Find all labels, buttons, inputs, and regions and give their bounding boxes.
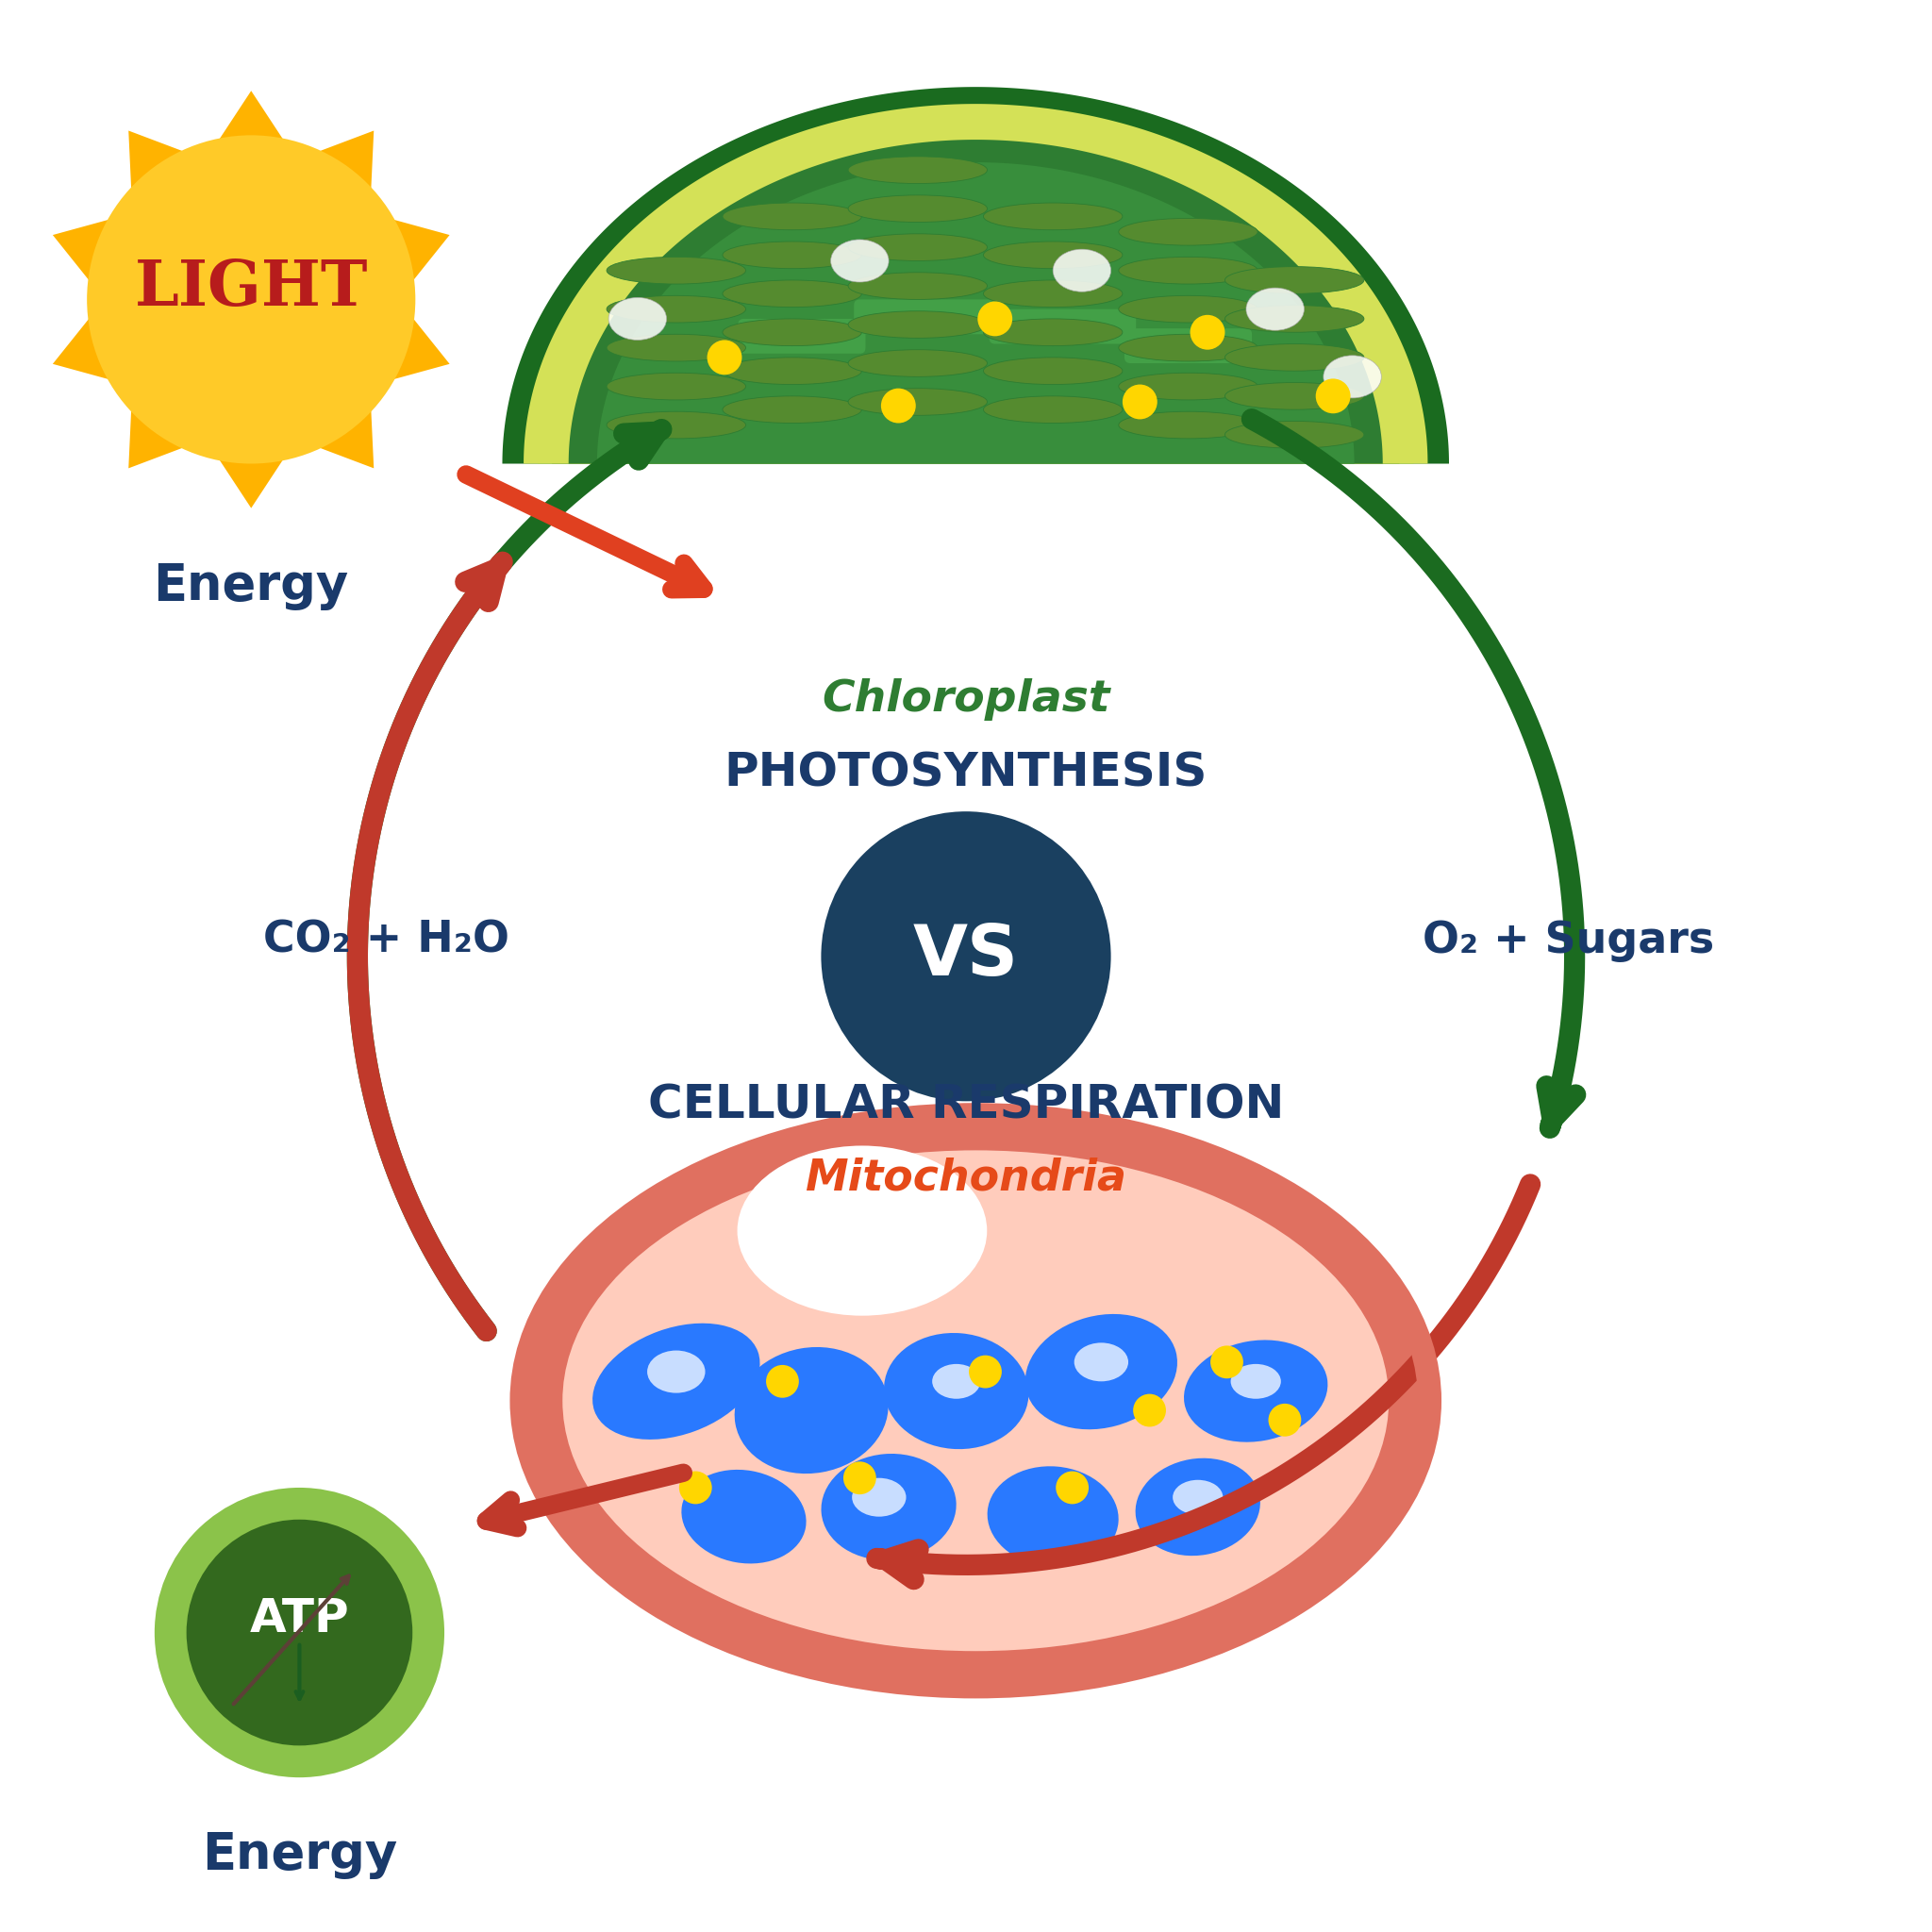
- Circle shape: [821, 811, 1111, 1101]
- Circle shape: [842, 1461, 877, 1495]
- Ellipse shape: [723, 319, 862, 346]
- Polygon shape: [524, 104, 1428, 464]
- Ellipse shape: [723, 242, 862, 269]
- Ellipse shape: [609, 298, 667, 340]
- Polygon shape: [537, 116, 1414, 464]
- Ellipse shape: [1225, 383, 1364, 410]
- Text: VS: VS: [914, 922, 1018, 991]
- Ellipse shape: [1231, 1364, 1281, 1399]
- Ellipse shape: [1119, 373, 1258, 400]
- Text: PHOTOSYNTHESIS: PHOTOSYNTHESIS: [724, 750, 1208, 796]
- Ellipse shape: [1225, 267, 1364, 294]
- Ellipse shape: [1119, 296, 1258, 323]
- Ellipse shape: [738, 1146, 987, 1316]
- Circle shape: [185, 1519, 413, 1747]
- Ellipse shape: [1074, 1343, 1128, 1381]
- Ellipse shape: [848, 156, 987, 184]
- Text: Mitochondria: Mitochondria: [806, 1157, 1126, 1200]
- Ellipse shape: [1225, 305, 1364, 332]
- Text: Chloroplast: Chloroplast: [821, 678, 1111, 721]
- Ellipse shape: [593, 1323, 759, 1439]
- Ellipse shape: [723, 357, 862, 384]
- Circle shape: [680, 1472, 711, 1503]
- Polygon shape: [597, 162, 1354, 464]
- Ellipse shape: [1026, 1314, 1177, 1430]
- Ellipse shape: [1184, 1341, 1327, 1441]
- Text: LIGHT: LIGHT: [135, 257, 367, 319]
- Ellipse shape: [1136, 1459, 1260, 1555]
- Ellipse shape: [848, 272, 987, 299]
- Polygon shape: [502, 87, 1449, 464]
- Ellipse shape: [821, 1453, 956, 1561]
- Circle shape: [87, 135, 415, 464]
- Circle shape: [1132, 1395, 1165, 1426]
- Text: Energy: Energy: [201, 1830, 398, 1880]
- Ellipse shape: [1119, 257, 1258, 284]
- Ellipse shape: [848, 388, 987, 415]
- Circle shape: [1190, 315, 1225, 350]
- Ellipse shape: [647, 1350, 705, 1393]
- Ellipse shape: [848, 234, 987, 261]
- Ellipse shape: [607, 334, 746, 361]
- Ellipse shape: [1225, 421, 1364, 448]
- Ellipse shape: [734, 1347, 889, 1474]
- FancyBboxPatch shape: [989, 309, 1136, 344]
- Ellipse shape: [1225, 344, 1364, 371]
- Ellipse shape: [723, 280, 862, 307]
- Circle shape: [978, 301, 1012, 336]
- Text: O₂ + Sugars: O₂ + Sugars: [1424, 920, 1714, 962]
- Ellipse shape: [848, 195, 987, 222]
- Circle shape: [155, 1488, 444, 1777]
- Ellipse shape: [885, 1333, 1028, 1449]
- Polygon shape: [553, 126, 1399, 464]
- Ellipse shape: [831, 240, 889, 282]
- Ellipse shape: [987, 1466, 1119, 1567]
- FancyBboxPatch shape: [738, 319, 866, 354]
- Ellipse shape: [983, 280, 1122, 307]
- FancyBboxPatch shape: [1124, 328, 1252, 363]
- Circle shape: [707, 340, 742, 375]
- Ellipse shape: [1119, 412, 1258, 439]
- Ellipse shape: [931, 1364, 980, 1399]
- Ellipse shape: [1119, 218, 1258, 245]
- Circle shape: [881, 388, 916, 423]
- Circle shape: [765, 1364, 800, 1399]
- Ellipse shape: [607, 296, 746, 323]
- Ellipse shape: [848, 311, 987, 338]
- Text: ATP: ATP: [249, 1596, 350, 1642]
- Ellipse shape: [983, 396, 1122, 423]
- Ellipse shape: [723, 396, 862, 423]
- Ellipse shape: [983, 203, 1122, 230]
- Circle shape: [1269, 1403, 1302, 1437]
- Text: Energy: Energy: [153, 560, 350, 611]
- Circle shape: [1122, 384, 1157, 419]
- Ellipse shape: [607, 257, 746, 284]
- Ellipse shape: [983, 357, 1122, 384]
- Ellipse shape: [848, 350, 987, 377]
- Ellipse shape: [1323, 355, 1381, 398]
- Ellipse shape: [1053, 249, 1111, 292]
- Polygon shape: [568, 139, 1383, 464]
- Circle shape: [970, 1356, 1001, 1387]
- Ellipse shape: [562, 1150, 1389, 1652]
- Ellipse shape: [852, 1478, 906, 1517]
- Ellipse shape: [522, 1115, 1430, 1687]
- Ellipse shape: [983, 319, 1122, 346]
- FancyBboxPatch shape: [854, 299, 1001, 334]
- Polygon shape: [52, 91, 450, 508]
- Text: CO₂ + H₂O: CO₂ + H₂O: [263, 920, 510, 962]
- Ellipse shape: [607, 373, 746, 400]
- Ellipse shape: [1119, 334, 1258, 361]
- Ellipse shape: [983, 242, 1122, 269]
- Ellipse shape: [1173, 1480, 1223, 1515]
- Text: CELLULAR RESPIRATION: CELLULAR RESPIRATION: [647, 1082, 1285, 1128]
- Ellipse shape: [682, 1470, 806, 1563]
- Ellipse shape: [1246, 288, 1304, 330]
- Ellipse shape: [607, 412, 746, 439]
- Ellipse shape: [723, 203, 862, 230]
- Circle shape: [1209, 1345, 1244, 1379]
- Circle shape: [1316, 379, 1350, 413]
- Circle shape: [1057, 1472, 1090, 1503]
